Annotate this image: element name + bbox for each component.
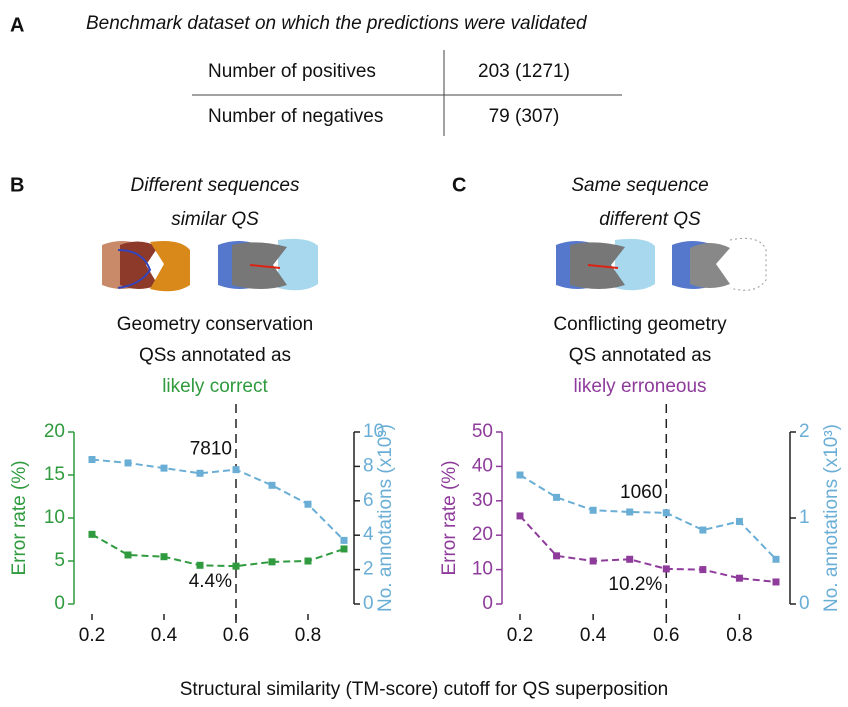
y2-tick-label: 10 — [363, 421, 384, 442]
data-point — [196, 561, 204, 569]
data-point — [516, 471, 524, 479]
y-tick-label: 20 — [472, 524, 493, 545]
data-point — [304, 500, 312, 508]
data-point — [735, 574, 743, 582]
data-point — [626, 555, 634, 563]
data-point — [160, 464, 168, 472]
y-axis-title: Error rate (%) — [9, 460, 30, 575]
data-point — [626, 508, 634, 516]
y2-tick-label: 4 — [363, 524, 374, 545]
value-label: 4.4% — [189, 571, 232, 592]
panel-heading: different QS — [599, 209, 701, 230]
table-cell: Number of negatives — [208, 106, 383, 127]
x-tick-label: 0.4 — [151, 625, 178, 646]
y2-tick-label: 2 — [799, 421, 810, 442]
data-point — [589, 557, 597, 565]
y2-tick-label: 6 — [363, 490, 374, 511]
panel-heading: Different sequences — [131, 175, 300, 196]
x-tick-label: 0.8 — [726, 625, 752, 646]
panel-label: B — [10, 174, 24, 196]
panel-heading: Same sequence — [571, 175, 708, 196]
y-tick-label: 10 — [472, 559, 493, 580]
panel-caption: QSs annotated as — [139, 345, 291, 366]
y-tick-label: 0 — [54, 593, 65, 614]
y-tick-label: 30 — [472, 490, 493, 511]
series-line — [519, 515, 777, 583]
data-point — [268, 558, 276, 566]
table-cell: 79 (307) — [489, 106, 560, 127]
table-cell: Number of positives — [208, 61, 376, 82]
y-tick-label: 15 — [44, 464, 65, 485]
panel-verdict: likely erroneous — [573, 376, 706, 397]
panel-title: Benchmark dataset on which the predictio… — [86, 13, 588, 34]
structure-icon — [556, 237, 767, 291]
x-tick-label: 0.2 — [507, 625, 533, 646]
data-point — [699, 566, 707, 574]
y-tick-label: 40 — [472, 455, 493, 476]
value-label: 10.2% — [608, 574, 662, 595]
value-label: 7810 — [190, 439, 232, 460]
data-point — [772, 578, 780, 586]
y-tick-label: 0 — [482, 593, 493, 614]
series-line — [91, 458, 345, 542]
data-point — [88, 530, 96, 538]
data-point — [88, 456, 96, 464]
value-label: 1060 — [620, 482, 662, 503]
series-line — [519, 474, 777, 560]
panel-label: C — [452, 174, 466, 196]
data-point — [160, 553, 168, 561]
structure-icon — [102, 238, 318, 292]
data-point — [232, 562, 240, 570]
y2-axis-title: No. annotations (x10³) — [375, 424, 396, 612]
data-point — [124, 459, 132, 467]
x-tick-label: 0.6 — [653, 625, 679, 646]
y-tick-label: 50 — [472, 421, 493, 442]
y2-tick-label: 0 — [799, 593, 810, 614]
y-tick-label: 5 — [54, 550, 65, 571]
data-point — [662, 509, 670, 517]
panel-label: A — [10, 14, 24, 36]
panel-heading: similar QS — [171, 209, 259, 230]
panel-caption: Geometry conservation — [117, 314, 313, 335]
y2-tick-label: 2 — [363, 559, 374, 580]
data-point — [772, 555, 780, 563]
table-cell: 203 (1271) — [478, 61, 570, 82]
data-point — [340, 545, 348, 553]
data-point — [553, 493, 561, 501]
series-line — [91, 533, 345, 568]
data-point — [699, 526, 707, 534]
y2-tick-label: 1 — [799, 507, 810, 528]
x-axis-title: Structural similarity (TM-score) cutoff … — [180, 679, 669, 700]
data-point — [232, 466, 240, 474]
panel-caption: QS annotated as — [569, 345, 712, 366]
data-point — [735, 517, 743, 525]
y2-axis-title: No. annotations (x10³) — [821, 424, 842, 612]
data-point — [196, 469, 204, 477]
data-point — [662, 565, 670, 573]
y2-tick-label: 0 — [363, 593, 374, 614]
y-tick-label: 20 — [44, 421, 65, 442]
y2-tick-label: 8 — [363, 455, 374, 476]
x-tick-label: 0.8 — [295, 625, 321, 646]
data-point — [516, 512, 524, 520]
data-point — [304, 557, 312, 565]
panel-caption: Conflicting geometry — [553, 314, 727, 335]
x-tick-label: 0.4 — [580, 625, 607, 646]
y-axis-title: Error rate (%) — [439, 460, 460, 575]
x-tick-label: 0.6 — [223, 625, 249, 646]
panel-verdict: likely correct — [162, 376, 268, 397]
data-point — [268, 481, 276, 489]
data-point — [589, 506, 597, 514]
data-point — [340, 536, 348, 544]
data-point — [124, 551, 132, 559]
data-point — [553, 552, 561, 560]
y-tick-label: 10 — [44, 507, 65, 528]
x-tick-label: 0.2 — [79, 625, 105, 646]
